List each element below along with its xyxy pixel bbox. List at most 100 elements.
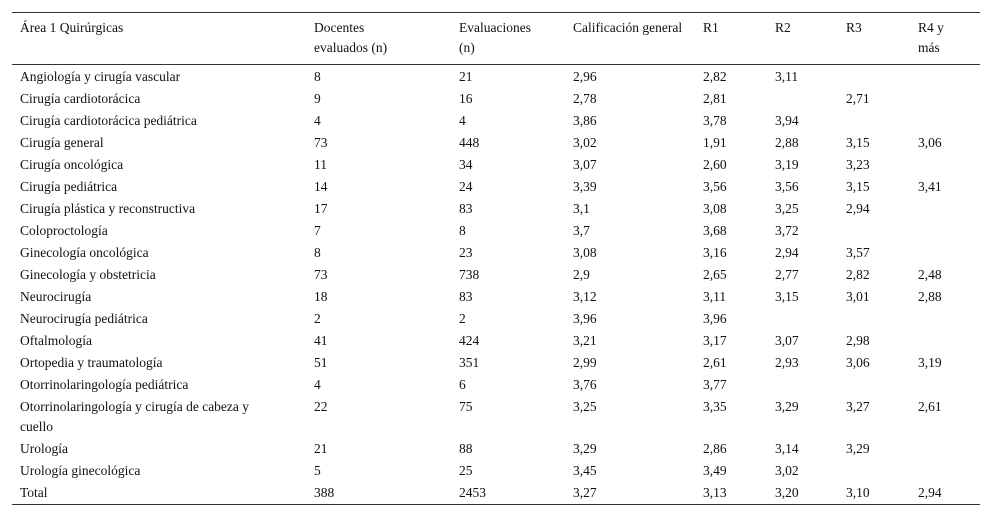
table-cell: 2,60 [703, 157, 727, 172]
table-row: Urología 21 88 3,29 2,86 3,14 3,29 [12, 438, 980, 460]
row-label: Ginecología oncológica [20, 245, 149, 260]
table-cell: 41 [314, 333, 328, 348]
table-cell: 3,78 [703, 113, 727, 128]
table-cell: 17 [314, 201, 328, 216]
table-cell [910, 330, 980, 352]
table-cell: 2,93 [775, 355, 799, 370]
header-row: Área 1 Quirúrgicas Docentes evaluados (n)… [12, 12, 980, 65]
table-cell: 3,49 [703, 463, 727, 478]
table-row: Ortopedia y traumatología 51 351 2,99 2,61 2,… [12, 352, 980, 374]
table-cell: 9 [314, 91, 321, 106]
table-cell: 2,48 [918, 267, 942, 282]
table-cell [838, 460, 910, 482]
table-cell: 2,96 [573, 69, 597, 84]
table-cell: 3,29 [573, 441, 597, 456]
table-cell [910, 308, 980, 330]
table-cell: 2,78 [573, 91, 597, 106]
table-row: Oftalmología 41 424 3,21 3,17 3,07 2,98 [12, 330, 980, 352]
table-row: Cirugía general 73 448 3,02 1,91 2,88 3,15 3,06 [12, 132, 980, 154]
table-cell: 2,65 [703, 267, 727, 282]
table-cell: 448 [459, 135, 480, 150]
table-cell: 3,01 [846, 289, 870, 304]
row-label: Coloproctología [20, 223, 108, 238]
row-label: Cirugía cardiotorácica pediátrica [20, 113, 197, 128]
table-cell [910, 154, 980, 176]
table-cell [838, 308, 910, 330]
table-cell: 2,9 [573, 267, 590, 282]
table-cell [838, 374, 910, 396]
table-cell: 16 [459, 91, 473, 106]
table-cell: 3,06 [846, 355, 870, 370]
table-cell: 3,7 [573, 223, 590, 238]
header-cell: Calificación general [573, 20, 683, 35]
table-cell: 3,15 [846, 135, 870, 150]
table-cell [910, 110, 980, 132]
table-cell [910, 88, 980, 110]
row-label: Urología ginecológica [20, 463, 141, 478]
row-label: Cirugía oncológica [20, 157, 124, 172]
table-cell: 3,41 [918, 179, 942, 194]
table-cell: 351 [459, 355, 480, 370]
table-cell: 2 [459, 311, 466, 326]
table-cell [838, 65, 910, 89]
table-cell: 3,57 [846, 245, 870, 260]
row-label: Cirugía plástica y reconstructiva [20, 201, 196, 216]
table-cell: 3,02 [775, 463, 799, 478]
table-row: Neurocirugía pediátrica 2 2 3,96 3,96 [12, 308, 980, 330]
table-cell: 3,15 [846, 179, 870, 194]
table-cell: 3,10 [846, 485, 870, 500]
table-cell: 2,81 [703, 91, 727, 106]
table-cell: 2,61 [918, 399, 942, 414]
table-cell: 3,08 [573, 245, 597, 260]
table-cell: 3,07 [573, 157, 597, 172]
table-cell: 3,23 [846, 157, 870, 172]
table-cell [910, 438, 980, 460]
table-body: Angiología y cirugía vascular 8 21 2,96 2,82… [12, 65, 980, 505]
table-cell: 11 [314, 157, 327, 172]
header-cell: Área 1 Quirúrgicas [20, 20, 124, 35]
table-cell: 3,72 [775, 223, 799, 238]
table-cell: 2,99 [573, 355, 597, 370]
table-cell: 3,56 [775, 179, 799, 194]
table-cell: 3,27 [573, 485, 597, 500]
table-cell: 3,15 [775, 289, 799, 304]
table-cell: 5 [314, 463, 321, 478]
table-cell: 2,61 [703, 355, 727, 370]
table-cell [838, 110, 910, 132]
table-cell [910, 220, 980, 242]
table-row: Cirugía oncológica 11 34 3,07 2,60 3,19 3,23 [12, 154, 980, 176]
row-label: Otorrinolaringología pediátrica [20, 377, 189, 392]
table-row: Cirugía plástica y reconstructiva 17 83 3,1… [12, 198, 980, 220]
table-cell: 2,98 [846, 333, 870, 348]
table-row: Cirugía cardiotorácica pediátrica 4 4 3,86 3… [12, 110, 980, 132]
table-cell: 3,21 [573, 333, 597, 348]
table-cell: 8 [314, 245, 321, 260]
table-cell: 88 [459, 441, 473, 456]
table-row: Cirugía pediátrica 14 24 3,39 3,56 3,56 3,15 3,… [12, 176, 980, 198]
row-label: Neurocirugía [20, 289, 92, 304]
table-cell [838, 220, 910, 242]
table-cell: 6 [459, 377, 466, 392]
table-cell: 4 [314, 377, 321, 392]
row-label: Cirugía general [20, 135, 104, 150]
table-cell: 3,68 [703, 223, 727, 238]
table-cell [767, 308, 838, 330]
table-cell: 73 [314, 267, 328, 282]
table-cell: 3,06 [918, 135, 942, 150]
table-cell: 3,39 [573, 179, 597, 194]
table-row: Ginecología y obstetricia 73 738 2,9 2,65 2,7… [12, 264, 980, 286]
table-cell [910, 374, 980, 396]
table-cell: 75 [459, 399, 473, 414]
table-cell: 3,1 [573, 201, 590, 216]
table-cell: 3,13 [703, 485, 727, 500]
header-cell: R4 y más [918, 20, 944, 55]
table-cell: 3,11 [775, 69, 799, 84]
table-cell: 83 [459, 201, 473, 216]
row-label: Ortopedia y traumatología [20, 355, 163, 370]
table-cell: 3,02 [573, 135, 597, 150]
table-cell: 3,76 [573, 377, 597, 392]
table-row: Angiología y cirugía vascular 8 21 2,96 2,82… [12, 65, 980, 89]
table-cell: 51 [314, 355, 328, 370]
table-cell: 23 [459, 245, 473, 260]
table-cell: 3,19 [918, 355, 942, 370]
